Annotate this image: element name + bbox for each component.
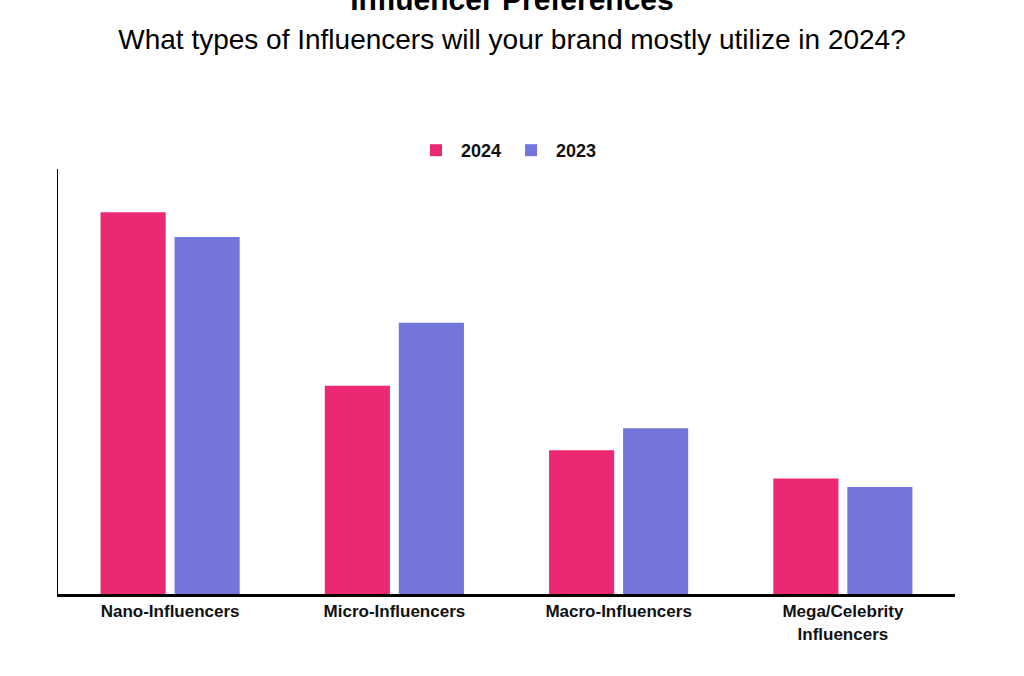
svg-text:Nano-Influencers: Nano-Influencers xyxy=(101,602,240,621)
svg-text:2023: 2023 xyxy=(556,141,596,161)
svg-text:Micro-Influencers: Micro-Influencers xyxy=(324,602,466,621)
svg-text:Influencer PreferencesWhat typ: Influencer PreferencesWhat types of Infl… xyxy=(118,0,906,55)
svg-text:Mega/CelebrityInfluencers: Mega/CelebrityInfluencers xyxy=(782,602,903,643)
svg-text:Macro-Influencers: Macro-Influencers xyxy=(545,602,691,621)
svg-text:2024: 2024 xyxy=(461,141,501,161)
